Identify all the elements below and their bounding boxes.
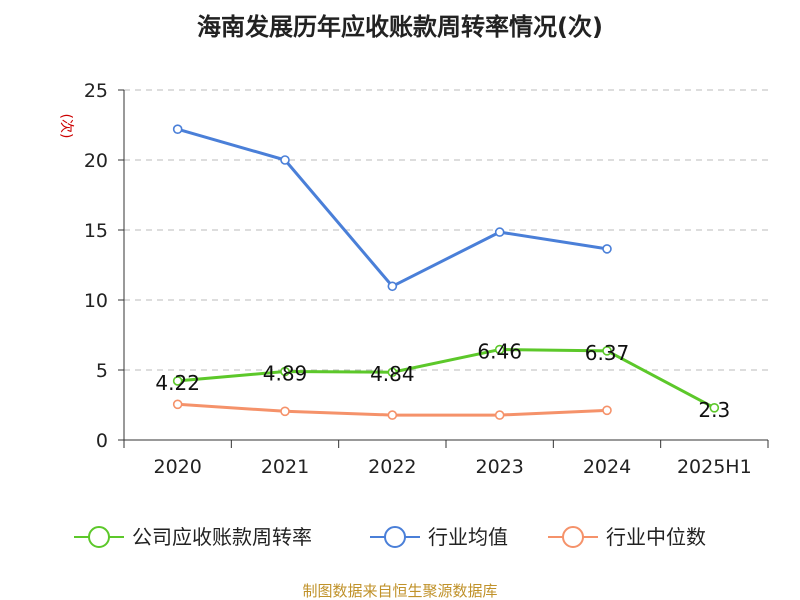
x-tick-label-2024: 2024 [583,456,631,478]
legend-label-2: 行业中位数 [606,525,706,549]
series-line-0 [177,348,716,410]
point-2-2020 [172,399,183,410]
x-tick-label-2021: 2021 [261,456,309,478]
data-label-2020: 4.22 [155,371,200,395]
data-label-2025H1: 2.3 [698,398,730,422]
x-tick-label-2020: 2020 [153,456,201,478]
point-1-2023 [494,227,505,237]
point-2-2021 [280,406,290,417]
legend-marker-2 [562,526,584,548]
data-label-2024: 6.37 [585,341,630,365]
grid [124,89,768,371]
point-1-2022 [387,281,398,292]
point-0-2025H1 [709,402,720,413]
x-tick-label-2022: 2022 [368,456,416,478]
y-tick-label-5: 5 [96,360,108,382]
data-labels: 4.22 4.89 4.84 6.46 6.37 2.3 [155,340,730,422]
point-1-2020 [172,124,183,134]
y-tick-label-15: 15 [84,220,108,242]
point-2-2024 [602,405,612,416]
point-0-2024 [602,346,612,356]
y-tick-label-10: 10 [84,290,108,312]
y-tick-label-0: 0 [96,430,108,452]
legend: 公司应收账款周转率 行业均值 行业中位数 [74,525,706,549]
y-tick-label-25: 25 [84,80,108,102]
data-label-2023: 6.46 [477,340,522,364]
point-0-2020 [172,376,183,386]
legend-marker-0 [88,526,110,548]
point-1-2024 [602,244,612,254]
x-tick-label-2023: 2023 [475,456,523,478]
axes: 0 5 10 15 20 25 2020 2021 2022 2023 2024 2025H1 [84,80,769,478]
series-line-1 [177,127,608,288]
chart-title: 海南发展历年应收账款周转率情况(次) [197,13,603,41]
point-2-2023 [494,410,505,420]
series-layer [172,124,720,420]
data-label-2022: 4.84 [370,362,415,386]
y-tick-label-20: 20 [84,150,108,172]
legend-label-0: 公司应收账款周转率 [132,525,312,549]
point-0-2022 [387,367,398,378]
point-2-2022 [387,410,398,420]
legend-marker-1 [384,526,406,548]
source-note: 制图数据来自恒生聚源数据库 [302,582,497,600]
point-1-2021 [280,155,290,165]
y-axis-unit: (次) [58,114,74,139]
data-label-2021: 4.89 [263,362,308,386]
x-tick-label-2025H1: 2025H1 [677,456,752,478]
legend-label-1: 行业均值 [428,525,508,549]
point-0-2023 [494,344,505,355]
point-0-2021 [280,366,290,377]
